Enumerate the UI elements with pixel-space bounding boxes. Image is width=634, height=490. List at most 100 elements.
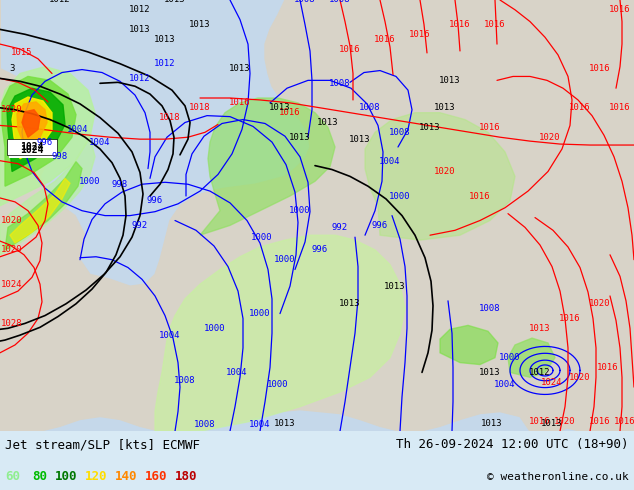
FancyBboxPatch shape [7,139,57,155]
Text: 992: 992 [132,221,148,230]
Text: 1020: 1020 [589,299,611,308]
Text: 1000: 1000 [79,177,101,186]
Text: 1016: 1016 [609,5,631,14]
Text: 80: 80 [32,470,47,483]
Text: 1004: 1004 [379,157,401,166]
Text: 998: 998 [52,152,68,161]
Text: 1020: 1020 [554,417,576,426]
Text: 3: 3 [10,64,15,73]
Text: 1004: 1004 [495,380,515,389]
Polygon shape [155,235,405,431]
Text: 996: 996 [312,245,328,254]
Text: 1020: 1020 [540,133,560,142]
Text: 1000: 1000 [249,309,271,318]
Text: 1013: 1013 [275,419,295,428]
Text: 1013: 1013 [349,135,371,144]
Text: 1013: 1013 [317,118,339,127]
Text: 1008: 1008 [359,103,381,112]
Text: 1008: 1008 [329,0,351,4]
Text: 1012: 1012 [529,368,551,377]
Text: 1020: 1020 [1,245,23,254]
Text: 1020: 1020 [569,373,591,382]
Text: 1008: 1008 [174,376,196,385]
Text: 1013: 1013 [439,76,461,85]
Text: 100: 100 [55,470,77,483]
Text: 1004: 1004 [249,420,271,429]
Polygon shape [0,0,634,431]
Text: 60: 60 [5,470,20,483]
Text: 1020: 1020 [434,167,456,176]
Text: 1016: 1016 [609,103,631,112]
Text: Th 26-09-2024 12:00 UTC (18+90): Th 26-09-2024 12:00 UTC (18+90) [396,438,629,451]
Text: 1013: 1013 [419,123,441,132]
Polygon shape [0,67,95,206]
Polygon shape [572,363,600,382]
Text: 1016: 1016 [479,123,501,132]
Polygon shape [12,97,52,159]
Text: 1016: 1016 [559,314,581,323]
Text: 1000: 1000 [251,233,273,242]
Text: 1016: 1016 [230,98,251,107]
Text: 1024: 1024 [541,378,563,387]
Text: 1013: 1013 [164,0,186,4]
Text: 1000: 1000 [289,206,311,215]
Text: 160: 160 [145,470,167,483]
Text: 1008: 1008 [194,420,216,429]
Text: 1004: 1004 [67,125,89,134]
Text: 1000: 1000 [204,324,226,333]
Text: 1012: 1012 [129,74,151,83]
Text: 1008: 1008 [294,0,316,4]
Text: 1000: 1000 [268,380,288,389]
Polygon shape [7,88,65,172]
Text: 1020: 1020 [1,105,23,114]
Text: 1013: 1013 [190,20,210,29]
Polygon shape [10,178,70,243]
Text: 1012: 1012 [154,59,176,68]
Text: 1016: 1016 [589,417,611,426]
Polygon shape [508,338,555,377]
Text: 1008: 1008 [329,79,351,88]
Text: 1016: 1016 [279,108,301,117]
Text: 1000: 1000 [389,192,411,200]
Text: 1000: 1000 [275,255,295,264]
Polygon shape [2,76,76,186]
Text: 1016: 1016 [614,417,634,426]
Text: 1013: 1013 [541,419,563,428]
Text: 1012: 1012 [49,0,71,4]
Text: 1016: 1016 [450,20,471,29]
Polygon shape [440,325,498,365]
Polygon shape [520,382,590,431]
Polygon shape [365,113,515,240]
Text: 1016: 1016 [484,20,506,29]
Text: 1000: 1000 [499,353,521,362]
Text: 1016: 1016 [410,30,430,39]
Text: 996: 996 [372,221,388,230]
Text: © weatheronline.co.uk: © weatheronline.co.uk [488,472,629,482]
Text: 1008: 1008 [479,304,501,313]
Text: 1004: 1004 [226,368,248,377]
Text: 1013: 1013 [269,103,291,112]
Text: 1028: 1028 [1,319,23,328]
Polygon shape [200,98,335,235]
Text: 1016: 1016 [569,103,591,112]
Text: 992: 992 [332,223,348,232]
Text: 1016: 1016 [529,417,551,426]
Text: 1013: 1013 [289,133,311,142]
Text: 996: 996 [147,196,163,205]
Text: 1024: 1024 [20,145,44,155]
Text: 1013: 1013 [129,25,151,34]
Text: 180: 180 [175,470,198,483]
Text: 1013: 1013 [479,368,501,377]
Text: 1016: 1016 [374,35,396,44]
Text: 1018: 1018 [159,113,181,122]
Text: Jet stream/SLP [kts] ECMWF: Jet stream/SLP [kts] ECMWF [5,438,200,451]
Text: 140: 140 [115,470,138,483]
Text: 1020: 1020 [1,216,23,225]
Text: 1018: 1018 [190,103,210,112]
Text: 1024: 1024 [1,280,23,289]
Polygon shape [0,137,95,255]
FancyBboxPatch shape [9,142,56,158]
Text: 1008: 1008 [389,128,411,137]
Text: 1016: 1016 [589,64,611,73]
Text: 1013: 1013 [481,419,503,428]
